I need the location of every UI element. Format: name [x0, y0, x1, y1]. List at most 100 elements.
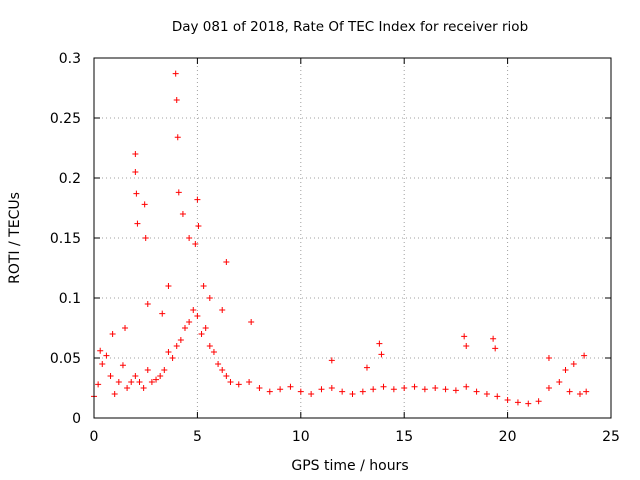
data-point: [256, 385, 263, 391]
data-point: [192, 241, 199, 247]
data-point: [219, 307, 226, 313]
data-point: [535, 398, 542, 405]
data-point: [97, 347, 104, 354]
data-point: [246, 379, 253, 385]
data-point: [473, 388, 480, 395]
data-point: [153, 376, 160, 383]
data-point: [159, 310, 166, 317]
data-point: [463, 343, 470, 349]
data-point: [376, 340, 383, 347]
data-point: [210, 349, 217, 355]
data-point: [442, 386, 449, 393]
data-point: [115, 379, 122, 385]
data-point: [169, 355, 176, 361]
y-tick-label: 0.1: [59, 291, 81, 307]
data-point: [132, 169, 139, 175]
data-point: [266, 388, 273, 395]
data-point: [390, 386, 397, 393]
data-point: [452, 387, 459, 394]
x-tick-label: 15: [395, 429, 413, 445]
data-point: [202, 325, 209, 331]
data-point: [461, 333, 468, 340]
data-point: [128, 379, 135, 385]
y-tick-label: 0.25: [50, 111, 81, 127]
data-point: [359, 388, 366, 395]
data-point: [297, 388, 304, 395]
data-point: [525, 400, 532, 407]
data-point: [132, 151, 139, 157]
y-axis-label: ROTI / TECUs: [7, 192, 23, 284]
chart-title: Day 081 of 2018, Rate Of TEC Index for r…: [172, 19, 528, 35]
x-tick-label: 5: [193, 429, 202, 445]
data-point: [172, 70, 179, 77]
data-points: [91, 70, 590, 407]
data-point: [175, 189, 182, 196]
data-point: [132, 373, 139, 379]
data-point: [198, 331, 205, 337]
data-point: [432, 385, 439, 391]
data-point: [421, 386, 428, 393]
x-axis-label: GPS time / hours: [291, 458, 408, 474]
data-point: [179, 211, 186, 217]
data-point: [186, 235, 193, 241]
data-point: [504, 397, 511, 403]
x-tick-label: 0: [90, 429, 99, 445]
data-point: [124, 385, 131, 391]
data-point: [556, 379, 563, 385]
data-point: [378, 351, 385, 358]
data-point: [144, 367, 151, 373]
data-point: [165, 283, 172, 289]
data-point: [186, 319, 193, 325]
data-point: [380, 383, 387, 390]
data-point: [277, 386, 284, 393]
y-tick-label: 0.05: [50, 351, 81, 367]
data-point: [119, 362, 126, 369]
data-point: [161, 367, 168, 373]
data-point: [545, 355, 552, 361]
data-point: [173, 97, 180, 103]
data-point: [103, 352, 110, 359]
data-point: [318, 386, 325, 393]
data-point: [463, 383, 470, 390]
data-point: [308, 391, 315, 397]
data-point: [206, 343, 213, 349]
data-point: [194, 196, 201, 203]
data-point: [545, 385, 552, 391]
data-point: [190, 307, 197, 313]
data-point: [328, 385, 335, 391]
data-point: [134, 220, 141, 227]
data-point: [194, 313, 201, 319]
data-point: [206, 295, 213, 301]
data-point: [370, 386, 377, 393]
data-point: [235, 381, 242, 388]
data-point: [215, 361, 222, 367]
data-point: [195, 223, 202, 229]
data-point: [99, 361, 106, 367]
data-point: [581, 352, 588, 359]
data-point: [223, 373, 230, 379]
data-point: [95, 381, 102, 388]
axis-ticks: 0 5 10 15 20 25 0 0.05 0.1 0.15 0.2 0.25 0.3: [50, 51, 620, 445]
data-point: [566, 388, 573, 395]
data-point: [122, 325, 129, 331]
data-point: [174, 134, 181, 141]
data-point: [136, 379, 143, 385]
y-tick-label: 0.2: [59, 171, 81, 187]
data-point: [490, 335, 497, 342]
data-point: [349, 391, 356, 397]
data-point: [339, 388, 346, 395]
data-point: [219, 367, 226, 373]
data-point: [363, 364, 370, 371]
data-point: [140, 385, 147, 391]
data-point: [287, 383, 294, 390]
y-tick-label: 0: [72, 411, 81, 427]
x-tick-label: 10: [292, 429, 310, 445]
data-point: [148, 379, 155, 385]
data-point: [494, 393, 501, 400]
data-point: [570, 361, 577, 367]
data-point: [107, 373, 114, 379]
data-point: [401, 385, 408, 391]
data-point: [248, 319, 255, 325]
